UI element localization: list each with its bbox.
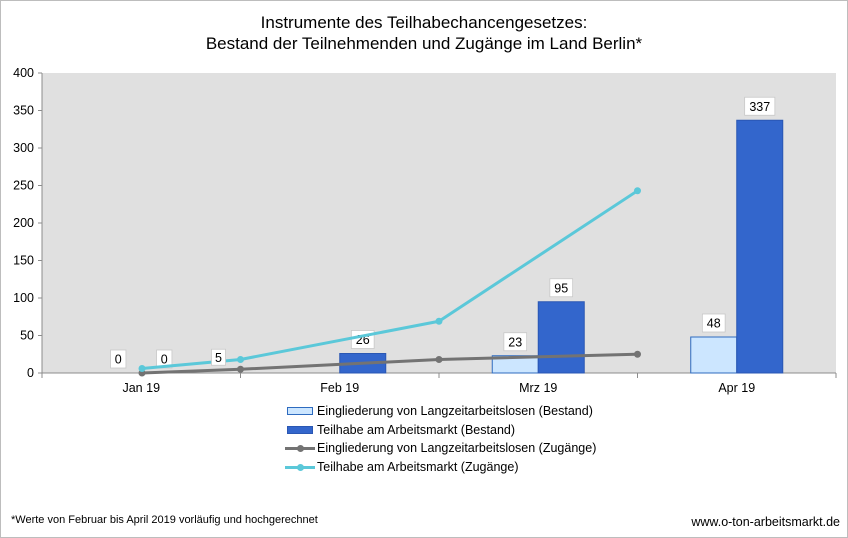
y-tick-label: 150 bbox=[13, 254, 34, 268]
line-marker bbox=[138, 365, 146, 372]
data-label: 5 bbox=[215, 351, 222, 365]
legend-label: Teilhabe am Arbeitsmarkt (Zugänge) bbox=[317, 459, 519, 474]
data-label: 23 bbox=[508, 335, 522, 349]
y-tick-label: 250 bbox=[13, 179, 34, 193]
legend-marker-eingliederung-zugaenge bbox=[297, 445, 304, 453]
legend-label: Eingliederung von Langzeitarbeitslosen (… bbox=[317, 441, 597, 456]
legend-swatch-eingliederung-bestand bbox=[287, 407, 313, 416]
chart-legend: Eingliederung von Langzeitarbeitslosen (… bbox=[285, 402, 596, 476]
legend-label: Eingliederung von Langzeitarbeitslosen (… bbox=[317, 404, 593, 419]
data-label-box bbox=[211, 348, 226, 366]
line-marker bbox=[237, 365, 244, 373]
bar bbox=[537, 301, 585, 374]
source-credit: www.o-ton-arbeitsmarkt.de bbox=[691, 515, 840, 529]
bar bbox=[736, 119, 784, 374]
y-tick-label: 400 bbox=[13, 66, 34, 80]
data-label: 0 bbox=[115, 353, 122, 367]
legend-item-teilhabe-bestand: Teilhabe am Arbeitsmarkt (Bestand) bbox=[285, 421, 596, 440]
legend-item-eingliederung-zugaenge: Eingliederung von Langzeitarbeitslosen (… bbox=[285, 439, 596, 458]
legend-marker-teilhabe-zugaenge bbox=[297, 463, 304, 471]
chart-title-line-2: Bestand der Teilnehmenden und Zugänge im… bbox=[205, 34, 643, 53]
x-tick-label: Apr 19 bbox=[718, 381, 755, 395]
data-label: 95 bbox=[554, 281, 568, 295]
data-label: 48 bbox=[707, 317, 721, 331]
y-tick-label: 200 bbox=[13, 216, 34, 230]
legend-swatch-teilhabe-bestand bbox=[287, 425, 313, 434]
series-line bbox=[141, 352, 638, 375]
data-label: 0 bbox=[161, 353, 168, 367]
x-tick-label: Jan 19 bbox=[122, 381, 160, 395]
y-tick-label: 0 bbox=[27, 366, 34, 380]
line-marker bbox=[634, 350, 641, 358]
line-marker bbox=[634, 187, 641, 195]
line-marker bbox=[435, 317, 443, 325]
legend-item-teilhabe-zugaenge: Teilhabe am Arbeitsmarkt (Zugänge) bbox=[285, 458, 596, 477]
data-label-box bbox=[744, 96, 776, 116]
y-tick-label: 50 bbox=[20, 329, 34, 343]
line-marker bbox=[435, 356, 443, 363]
y-tick-label: 300 bbox=[13, 141, 34, 155]
data-label-box bbox=[701, 313, 726, 333]
y-tick-label: 100 bbox=[13, 291, 34, 305]
legend-item-eingliederung-bestand: Eingliederung von Langzeitarbeitslosen (… bbox=[285, 402, 596, 421]
data-label-box bbox=[110, 349, 127, 369]
line-marker bbox=[237, 356, 244, 363]
footnote: *Werte von Februar bis April 2019 vorläu… bbox=[11, 514, 318, 526]
chart-title-line-1: Instrumente des Teilhabechancengesetzes: bbox=[260, 13, 588, 32]
data-label-box bbox=[549, 278, 574, 298]
bar bbox=[690, 336, 738, 374]
data-label-box bbox=[503, 332, 528, 352]
legend-label: Teilhabe am Arbeitsmarkt (Bestand) bbox=[317, 422, 516, 437]
series-line bbox=[141, 189, 639, 370]
x-tick-label: Feb 19 bbox=[320, 381, 359, 395]
x-tick-label: Mrz 19 bbox=[519, 381, 557, 395]
data-label: 337 bbox=[749, 100, 770, 114]
data-label-box bbox=[156, 349, 173, 369]
y-tick-label: 350 bbox=[13, 104, 34, 118]
